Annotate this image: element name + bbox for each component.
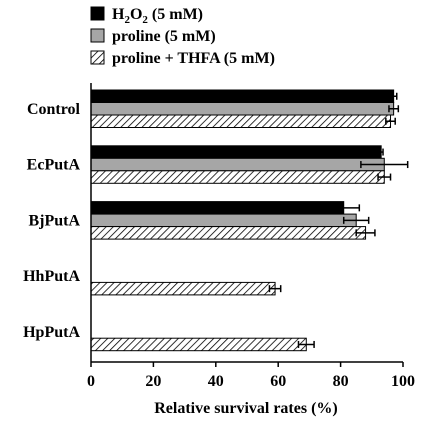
legend-label-1: proline (5 mM)	[112, 28, 216, 45]
legend: H2O2 (5 mM) proline (5 mM) proline + THFA …	[90, 6, 275, 67]
bar-2-0	[90, 201, 345, 215]
bar-2-1	[90, 213, 357, 228]
bar-0-1	[90, 102, 395, 116]
x-tick-label-1: 20	[145, 373, 161, 390]
x-tick-label-4: 80	[333, 373, 349, 390]
bar-4-2	[90, 337, 307, 352]
x-tick-label-0: 0	[87, 373, 95, 390]
bar-0-2	[90, 114, 392, 128]
x-tick-label-3: 60	[270, 373, 286, 390]
category-label-1: EcPutA	[27, 157, 81, 174]
x-tick-label-5: 100	[391, 373, 415, 390]
bar-3-2	[90, 281, 276, 296]
legend-label-2: proline + THFA (5 mM)	[112, 50, 275, 67]
category-label-4: HpPutA	[23, 324, 80, 341]
x-tick-label-2: 40	[208, 373, 224, 390]
legend-swatch-0	[90, 6, 105, 21]
category-label-0: Control	[27, 101, 81, 118]
bar-1-1	[90, 157, 385, 172]
plot-area: Control EcPutA BjPutA HhPutA HpPutA	[23, 89, 409, 352]
legend-swatch-1	[90, 28, 105, 43]
bar-2-2	[90, 226, 367, 240]
bar-1-0	[90, 145, 382, 159]
legend-label-0: H2O2 (5 mM)	[112, 6, 203, 26]
category-label-3: HhPutA	[23, 268, 80, 285]
x-axis-label: Relative survival rates (%)	[154, 400, 338, 417]
bar-0-0	[90, 89, 395, 103]
legend-swatch-2	[90, 50, 105, 65]
category-label-2: BjPutA	[28, 212, 80, 229]
bar-1-2	[90, 170, 385, 184]
x-axis: 0 20 40 60 80 100	[87, 83, 415, 390]
